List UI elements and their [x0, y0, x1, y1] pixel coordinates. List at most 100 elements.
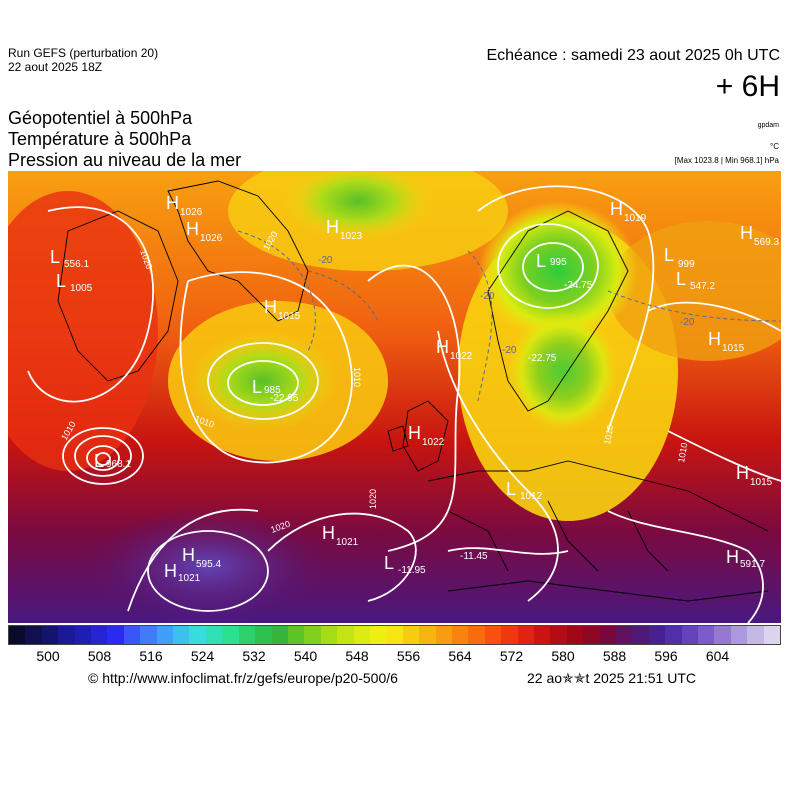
color-swatch — [320, 626, 338, 644]
color-swatch — [91, 626, 108, 644]
center-value: 556.1 — [64, 259, 89, 270]
lead-time: + 6H — [715, 70, 780, 103]
temperature-label: -20 — [480, 291, 495, 302]
center-kind: L — [536, 251, 546, 271]
color-scale-tick: 540 — [293, 648, 318, 664]
center-value: 1015 — [722, 343, 745, 354]
isobar-label: 1010 — [352, 367, 362, 387]
color-swatch — [25, 626, 42, 644]
center-value: 1021 — [336, 537, 359, 548]
low-core-greenland-north — [283, 171, 433, 241]
center-kind: H — [182, 545, 195, 565]
color-swatch — [271, 626, 288, 644]
color-swatch — [632, 626, 649, 644]
center-kind: L — [506, 479, 516, 499]
color-swatch — [550, 626, 567, 644]
low-core-scandinavia — [478, 201, 638, 341]
color-swatch — [123, 626, 141, 644]
generated-timestamp: 22 ao✯✯t 2025 21:51 UTC — [527, 670, 697, 686]
color-swatch — [173, 626, 190, 644]
color-swatch — [107, 626, 124, 644]
center-kind: H — [740, 223, 753, 243]
center-value: 569.3 — [754, 237, 779, 248]
unit-temperature: °C — [770, 142, 779, 151]
isobar-label: 1010 — [676, 442, 689, 463]
color-scale-tick: 532 — [242, 648, 266, 664]
color-swatch — [451, 626, 469, 644]
color-swatch — [402, 626, 420, 644]
color-swatch — [714, 626, 731, 644]
color-scale-tick: 588 — [602, 648, 627, 664]
color-swatch — [337, 626, 354, 644]
color-scale-tick: 604 — [705, 648, 730, 664]
color-swatch — [222, 626, 239, 644]
center-kind: L — [676, 269, 686, 289]
color-scale-tick: 556 — [396, 648, 421, 664]
center-kind: H — [408, 423, 421, 443]
color-swatch — [583, 626, 600, 644]
credit-url: © http://www.infoclimat.fr/z/gefs/europe… — [88, 670, 398, 686]
center-value: 1015 — [750, 477, 773, 488]
center-kind: H — [436, 337, 449, 357]
center-kind: L — [664, 245, 674, 265]
color-swatch — [238, 626, 256, 644]
color-scale-tick: 596 — [654, 648, 678, 664]
temperature-label: -20 — [318, 255, 333, 266]
run-date: 22 aout 2025 18Z — [8, 60, 103, 74]
color-swatch — [468, 626, 485, 644]
field-temperature: Température à 500hPa — [8, 129, 192, 149]
center-value: 999 — [678, 259, 695, 270]
center-value: 1022 — [422, 437, 445, 448]
weather-map: H 1026 H 1026 H 1023 H 1015 H 1022 H 102… — [8, 171, 781, 623]
isobars — [27, 185, 781, 623]
color-swatch — [156, 626, 174, 644]
center-value: 968.1 — [106, 459, 131, 470]
color-swatch — [534, 626, 551, 644]
center-value: 1005 — [70, 283, 93, 294]
center-value: 985 — [264, 385, 281, 396]
color-swatch — [369, 626, 387, 644]
color-swatch — [501, 626, 518, 644]
center-kind: H — [186, 219, 199, 239]
temperature-label: -11.45 — [460, 551, 488, 562]
center-kind: H — [264, 297, 277, 317]
color-swatch — [74, 626, 92, 644]
color-swatch — [665, 626, 682, 644]
center-value: 1026 — [180, 207, 203, 218]
color-scale-tick: 572 — [499, 648, 524, 664]
coastlines — [57, 180, 769, 602]
pressure-minmax: [Max 1023.8 | Min 968.1] hPa — [674, 156, 779, 165]
color-swatch — [599, 626, 617, 644]
temperature-label: -22.95 — [270, 393, 299, 404]
high-core-southwest — [88, 506, 328, 623]
center-kind: L — [56, 271, 66, 291]
center-value: 1026 — [200, 233, 223, 244]
color-swatch — [648, 626, 666, 644]
color-swatch — [517, 626, 534, 644]
color-scale-tick: 516 — [139, 648, 163, 664]
center-value: 1021 — [178, 573, 201, 584]
run-label: Run GEFS (perturbation 20) — [8, 46, 159, 60]
center-kind: H — [322, 523, 335, 543]
color-swatch — [681, 626, 699, 644]
temperature-labels: -22.95 -24.75 -22.75 -11.45 -20 -20 -20 … — [270, 255, 695, 562]
color-swatch — [255, 626, 272, 644]
color-scale-tick: 548 — [345, 648, 369, 664]
center-value: 591.7 — [740, 559, 765, 570]
color-swatch — [140, 626, 157, 644]
color-scale-tick: 564 — [448, 648, 472, 664]
low-core-greenland — [188, 331, 338, 431]
temperature-label: -20 — [680, 317, 695, 328]
center-value: 1012 — [520, 491, 543, 502]
color-swatch — [58, 626, 75, 644]
temperature-label: -24.75 — [564, 280, 593, 291]
color-swatch — [353, 626, 370, 644]
center-kind: H — [166, 193, 179, 213]
isobar-label: 1010 — [602, 424, 615, 445]
temperature-label: -20 — [502, 345, 517, 356]
color-scale — [8, 625, 781, 645]
field-blob-west — [8, 191, 158, 471]
field-geopotential: Géopotentiel à 500hPa — [8, 108, 193, 128]
color-swatch — [484, 626, 502, 644]
color-scale-tick: 524 — [190, 648, 215, 664]
